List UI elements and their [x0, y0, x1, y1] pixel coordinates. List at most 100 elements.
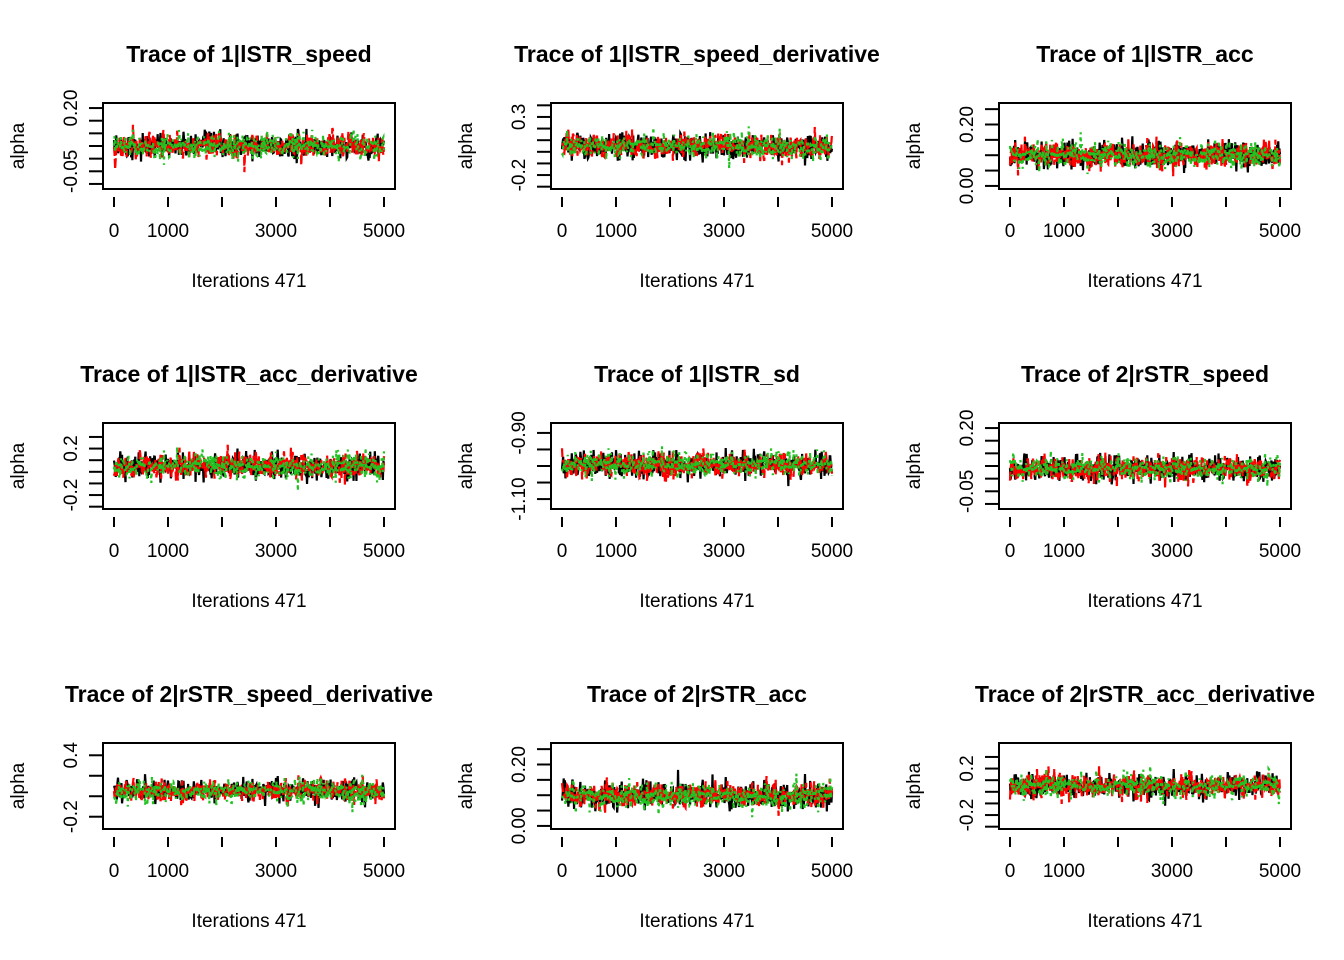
x-tick-label: 5000	[811, 221, 853, 242]
trace-series-3	[560, 446, 834, 482]
y-axis-label: alpha	[8, 442, 29, 489]
x-axis-label: Iterations 471	[191, 911, 306, 932]
x-tick-label: 0	[557, 861, 568, 882]
trace-lines	[112, 444, 386, 491]
x-axis-label: Iterations 471	[639, 591, 754, 612]
x-tick-label: 0	[109, 541, 120, 562]
trace-series-2	[561, 126, 834, 166]
panel-title: Trace of 1|lSTR_acc_derivative	[80, 361, 418, 387]
x-tick-label: 3000	[703, 221, 745, 242]
x-tick-label: 1000	[595, 541, 637, 562]
x-tick-label: 1000	[147, 541, 189, 562]
panel-title: Trace of 2|rSTR_speed	[1021, 361, 1269, 387]
y-axis: -0.2 0.3	[509, 104, 551, 192]
trace-lines	[1008, 450, 1282, 489]
y-axis-label: alpha	[904, 442, 925, 489]
trace-panel: Trace of 1|lSTR_acc 0 1000 3000 5000 0.00 0.20…	[904, 41, 1301, 292]
y-axis-label: alpha	[8, 762, 29, 809]
trace-series-2	[112, 774, 386, 806]
trace-series-2	[560, 776, 834, 816]
trace-panel: Trace of 2|rSTR_speed 0 1000 3000 5000 -0.05 0…	[904, 361, 1301, 612]
y-tick-label: 0.00	[509, 807, 530, 844]
y-tick-label: -0.90	[509, 411, 530, 454]
plot-frame	[102, 742, 396, 830]
x-axis: 0 1000 3000 5000	[109, 837, 405, 882]
x-tick-label: 3000	[1151, 861, 1193, 882]
x-axis: 0 1000 3000 5000	[109, 197, 405, 242]
y-tick-label: -1.10	[509, 477, 530, 520]
panel-title: Trace of 1|lSTR_speed_derivative	[514, 41, 880, 67]
trace-series-3	[112, 128, 386, 165]
y-axis: -0.2 0.2	[61, 435, 103, 511]
y-tick-label: 0.3	[509, 104, 530, 130]
y-axis: 0.00 0.20	[957, 106, 999, 204]
y-axis: -0.2 0.2	[957, 755, 999, 831]
y-axis: -1.10 -0.90	[509, 411, 551, 521]
trace-series-2	[1008, 452, 1282, 489]
x-tick-label: 5000	[811, 541, 853, 562]
x-tick-label: 1000	[147, 221, 189, 242]
y-tick-label: -0.2	[509, 159, 530, 192]
x-tick-label: 3000	[255, 221, 297, 242]
x-tick-label: 1000	[1043, 861, 1085, 882]
x-tick-label: 3000	[1151, 221, 1193, 242]
x-tick-label: 0	[109, 861, 120, 882]
plot-frame	[102, 422, 396, 510]
y-tick-label: -0.2	[61, 479, 82, 512]
y-tick-label: 0.2	[61, 435, 82, 461]
y-axis-label: alpha	[456, 762, 477, 809]
panel-title: Trace of 1|lSTR_acc	[1036, 41, 1254, 67]
trace-series-2	[112, 124, 386, 173]
y-axis-label: alpha	[8, 122, 29, 169]
x-tick-label: 5000	[363, 861, 405, 882]
y-axis-label: alpha	[456, 442, 477, 489]
panel-title: Trace of 2|rSTR_speed_derivative	[65, 681, 433, 707]
trace-panel: Trace of 2|rSTR_speed_derivative 0 1000 300…	[8, 681, 433, 932]
y-axis: 0.00 0.20	[509, 746, 551, 844]
x-tick-label: 3000	[703, 541, 745, 562]
x-tick-label: 1000	[1043, 541, 1085, 562]
x-tick-label: 5000	[1259, 221, 1301, 242]
y-tick-label: 0.00	[957, 167, 978, 204]
panel-title: Trace of 2|rSTR_acc_derivative	[975, 681, 1315, 707]
trace-panel: Trace of 1|lSTR_acc_derivative 0 1000 3000 5…	[8, 361, 418, 612]
y-axis-label: alpha	[904, 762, 925, 809]
trace-lines	[112, 774, 386, 813]
panel-title: Trace of 2|rSTR_acc	[587, 681, 807, 707]
y-tick-label: -0.05	[957, 470, 978, 513]
trace-lines	[1008, 765, 1282, 806]
x-tick-label: 1000	[147, 861, 189, 882]
x-axis: 0 1000 3000 5000	[109, 517, 405, 562]
trace-series-3	[561, 773, 834, 818]
trace-series-3	[112, 446, 386, 491]
y-tick-label: 0.20	[957, 410, 978, 447]
x-tick-label: 5000	[1259, 861, 1301, 882]
y-tick-label: 0.20	[957, 106, 978, 143]
plot-frame	[998, 102, 1292, 190]
trace-lines	[1008, 132, 1282, 177]
x-tick-label: 3000	[1151, 541, 1193, 562]
x-axis: 0 1000 3000 5000	[557, 517, 853, 562]
x-tick-label: 0	[557, 221, 568, 242]
x-axis: 0 1000 3000 5000	[557, 837, 853, 882]
x-tick-label: 1000	[595, 861, 637, 882]
x-axis-label: Iterations 471	[639, 271, 754, 292]
x-axis-label: Iterations 471	[1087, 911, 1202, 932]
x-tick-label: 0	[557, 541, 568, 562]
trace-lines	[112, 124, 386, 173]
x-tick-label: 0	[1005, 861, 1016, 882]
trace-series-3	[112, 774, 386, 813]
x-tick-label: 3000	[255, 541, 297, 562]
y-tick-label: 0.20	[61, 90, 82, 127]
y-tick-label: -0.05	[61, 150, 82, 193]
x-tick-label: 3000	[255, 861, 297, 882]
y-tick-label: 0.4	[61, 742, 82, 769]
x-axis: 0 1000 3000 5000	[1005, 197, 1301, 242]
x-tick-label: 5000	[363, 541, 405, 562]
trace-lines	[560, 446, 834, 487]
x-axis: 0 1000 3000 5000	[1005, 837, 1301, 882]
panel-title: Trace of 1|lSTR_speed	[126, 41, 371, 67]
x-tick-label: 0	[1005, 221, 1016, 242]
y-tick-label: -0.2	[957, 799, 978, 832]
